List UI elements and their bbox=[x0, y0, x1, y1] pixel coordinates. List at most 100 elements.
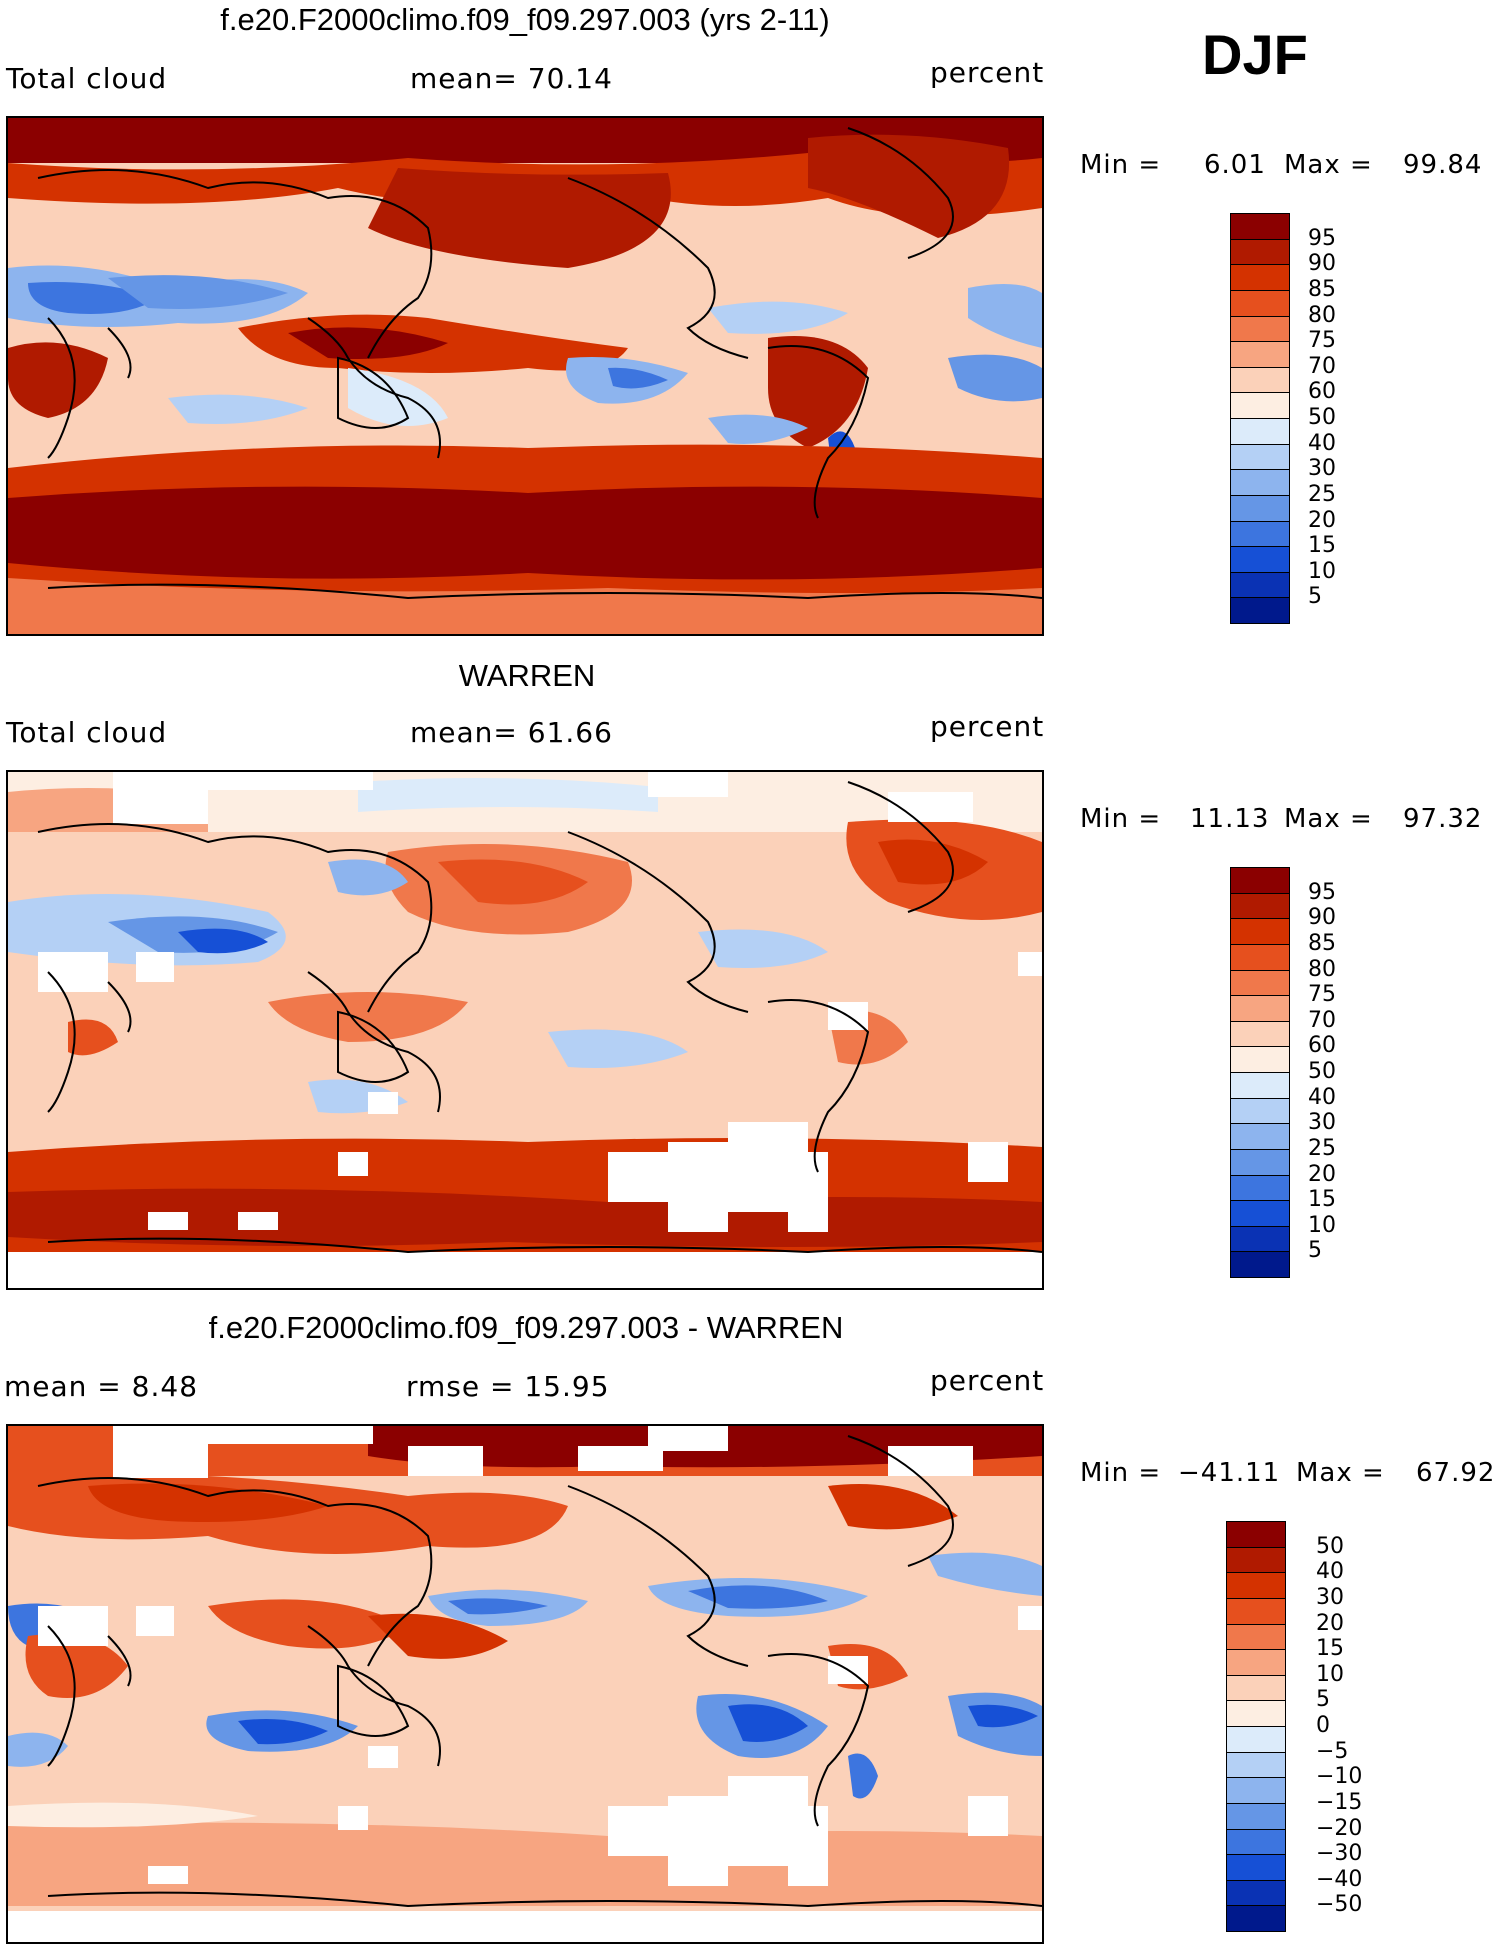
panel-2-max-value: 97.32 bbox=[1403, 804, 1483, 834]
colorbar-swatch bbox=[1230, 546, 1290, 573]
panel-1-left-label: Total cloud bbox=[6, 62, 168, 95]
colorbar-level-label: −20 bbox=[1316, 1815, 1363, 1841]
colorbar-swatch bbox=[1230, 1072, 1290, 1099]
panel-3-rmse-label: rmse = 15.95 bbox=[406, 1370, 610, 1403]
colorbar-level-label: 75 bbox=[1308, 982, 1336, 1008]
colorbar-swatch bbox=[1226, 1751, 1286, 1779]
colorbar-swatch bbox=[1230, 571, 1290, 599]
colorbar-swatch bbox=[1230, 1097, 1290, 1125]
colorbar-swatch bbox=[1226, 1521, 1286, 1548]
colorbar-swatch bbox=[1230, 1174, 1290, 1202]
colorbar-swatch bbox=[1226, 1879, 1286, 1907]
colorbar-swatch bbox=[1226, 1828, 1286, 1856]
colorbar-swatch bbox=[1230, 418, 1290, 445]
colorbar-swatch bbox=[1230, 918, 1290, 945]
colorbar-swatch bbox=[1230, 1148, 1290, 1176]
colorbar-level-label: 50 bbox=[1308, 405, 1336, 430]
colorbar-swatch bbox=[1226, 1905, 1286, 1932]
colorbar-swatch bbox=[1230, 315, 1290, 343]
colorbar-level-label: 85 bbox=[1308, 276, 1336, 302]
colorbar-level-label: 40 bbox=[1308, 1084, 1336, 1110]
colorbar-level-label: 40 bbox=[1308, 430, 1336, 456]
panel-3-title: f.e20.F2000climo.f09_f09.297.003 - WARRE… bbox=[208, 1310, 844, 1345]
colorbar-level-label: 70 bbox=[1308, 353, 1336, 379]
panel-3-units: percent bbox=[930, 1364, 1045, 1397]
panel-2-min-label: Min = bbox=[1080, 804, 1162, 834]
panel-1-colorbar bbox=[1230, 213, 1290, 624]
colorbar-swatch bbox=[1230, 494, 1290, 522]
colorbar-level-label: 25 bbox=[1308, 481, 1336, 507]
colorbar-swatch bbox=[1230, 969, 1290, 997]
colorbar-level-label: 60 bbox=[1308, 1033, 1336, 1059]
panel-1-map bbox=[6, 116, 1044, 636]
panel-1-max-value: 99.84 bbox=[1403, 150, 1483, 180]
panel-2-mean-label: mean= 61.66 bbox=[410, 716, 613, 749]
colorbar-swatch bbox=[1226, 1674, 1286, 1702]
colorbar-swatch bbox=[1230, 469, 1290, 496]
panel-1-max-label: Max = bbox=[1284, 150, 1373, 180]
colorbar-level-label: 90 bbox=[1308, 251, 1336, 277]
colorbar-swatch bbox=[1226, 1802, 1286, 1830]
colorbar-level-label: 10 bbox=[1316, 1661, 1344, 1687]
colorbar-level-label: 50 bbox=[1308, 1059, 1336, 1084]
colorbar-swatch bbox=[1230, 1046, 1290, 1073]
panel-2-units: percent bbox=[930, 710, 1045, 743]
colorbar-level-label: 95 bbox=[1308, 225, 1336, 251]
colorbar-level-label: 20 bbox=[1308, 1161, 1336, 1187]
panel-3-max-value: 67.92 bbox=[1416, 1458, 1496, 1488]
colorbar-swatch bbox=[1230, 943, 1290, 971]
colorbar-swatch bbox=[1230, 289, 1290, 317]
colorbar-level-label: 95 bbox=[1308, 879, 1336, 905]
panel-1-title: f.e20.F2000climo.f09_f09.297.003 (yrs 2-… bbox=[220, 2, 830, 37]
colorbar-level-label: 15 bbox=[1308, 1187, 1336, 1213]
colorbar-level-label: 25 bbox=[1308, 1135, 1336, 1161]
colorbar-level-label: 85 bbox=[1308, 930, 1336, 956]
colorbar-swatch bbox=[1230, 1251, 1290, 1278]
colorbar-level-label: 10 bbox=[1308, 1212, 1336, 1238]
colorbar-swatch bbox=[1230, 1200, 1290, 1227]
colorbar-level-label: 40 bbox=[1316, 1559, 1344, 1585]
colorbar-swatch bbox=[1230, 238, 1290, 266]
panel-1-map-field bbox=[8, 118, 1042, 634]
panel-3-colorbar bbox=[1226, 1521, 1286, 1932]
colorbar-swatch bbox=[1230, 1123, 1290, 1150]
colorbar-swatch bbox=[1226, 1649, 1286, 1676]
colorbar-swatch bbox=[1226, 1777, 1286, 1804]
panel-3-map-field bbox=[8, 1426, 1042, 1942]
colorbar-swatch bbox=[1226, 1597, 1286, 1625]
colorbar-swatch bbox=[1230, 520, 1290, 548]
colorbar-level-label: −50 bbox=[1316, 1892, 1363, 1918]
panel-2-map-field bbox=[8, 772, 1042, 1288]
colorbar-level-label: −40 bbox=[1316, 1866, 1363, 1892]
colorbar-level-label: 80 bbox=[1308, 956, 1336, 982]
panel-2-max-label: Max = bbox=[1284, 804, 1373, 834]
colorbar-level-label: 80 bbox=[1308, 302, 1336, 328]
colorbar-swatch bbox=[1230, 392, 1290, 419]
colorbar-level-label: 20 bbox=[1308, 507, 1336, 533]
panel-3-min-label: Min = bbox=[1080, 1458, 1162, 1488]
colorbar-swatch bbox=[1230, 366, 1290, 394]
colorbar-level-label: 0 bbox=[1316, 1713, 1330, 1738]
panel-3-map bbox=[6, 1424, 1044, 1944]
panel-2-min-value: 11.13 bbox=[1190, 804, 1270, 834]
panel-1-min-value: 6.01 bbox=[1204, 150, 1266, 180]
colorbar-level-label: 15 bbox=[1308, 533, 1336, 559]
colorbar-level-label: 70 bbox=[1308, 1007, 1336, 1033]
colorbar-level-label: 20 bbox=[1316, 1610, 1344, 1636]
colorbar-level-label: 15 bbox=[1316, 1636, 1344, 1662]
panel-3-mean-label: mean = 8.48 bbox=[4, 1370, 199, 1403]
colorbar-swatch bbox=[1226, 1623, 1286, 1651]
colorbar-level-label: 5 bbox=[1308, 584, 1322, 610]
season-label: DJF bbox=[1202, 23, 1308, 86]
colorbar-swatch bbox=[1226, 1726, 1286, 1753]
colorbar-level-label: −15 bbox=[1316, 1789, 1363, 1815]
panel-3-min-value: −41.11 bbox=[1178, 1458, 1281, 1488]
colorbar-swatch bbox=[1230, 892, 1290, 920]
panel-1-min-label: Min = bbox=[1080, 150, 1162, 180]
colorbar-level-label: 5 bbox=[1316, 1687, 1330, 1713]
colorbar-level-label: 30 bbox=[1308, 1110, 1336, 1136]
colorbar-swatch bbox=[1226, 1854, 1286, 1881]
colorbar-level-label: 60 bbox=[1308, 379, 1336, 405]
colorbar-level-label: 50 bbox=[1316, 1533, 1344, 1559]
colorbar-swatch bbox=[1230, 867, 1290, 894]
